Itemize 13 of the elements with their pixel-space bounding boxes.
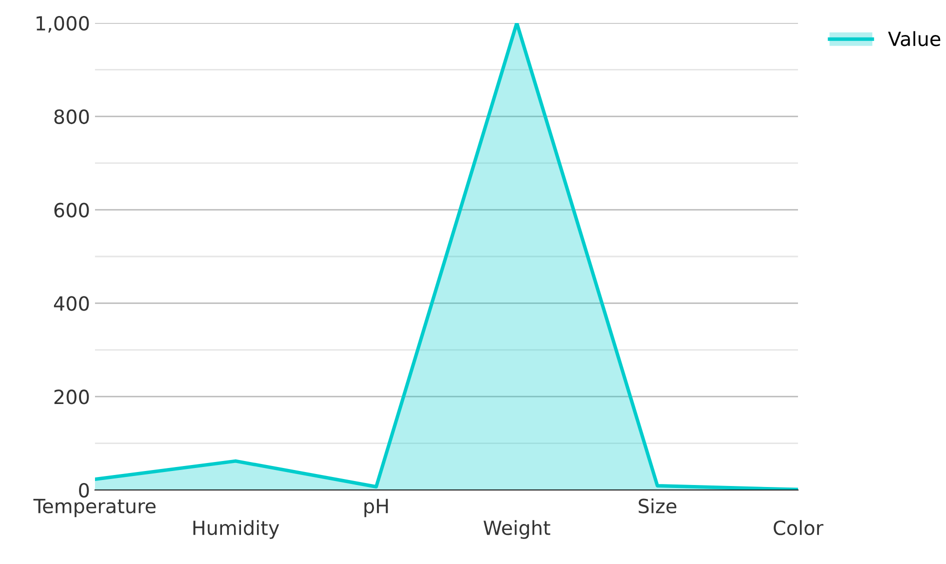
- x-tick-label: Weight: [484, 520, 550, 539]
- x-tick-label: Humidity: [193, 520, 280, 539]
- x-tick-label: Color: [774, 520, 824, 536]
- y-tick-label: 400: [54, 296, 89, 311]
- y-tick-label: 200: [54, 390, 89, 404]
- x-tick-label: Size: [638, 498, 676, 514]
- legend-label: Value: [888, 31, 940, 46]
- y-tick-label: 600: [54, 202, 89, 218]
- y-tick-label: 800: [54, 109, 89, 124]
- y-tick-label: 0: [79, 482, 89, 498]
- y-tick-label: 1,000: [36, 16, 89, 33]
- x-tick-label: pH: [364, 498, 388, 518]
- x-tick-label: Temperature: [33, 498, 156, 518]
